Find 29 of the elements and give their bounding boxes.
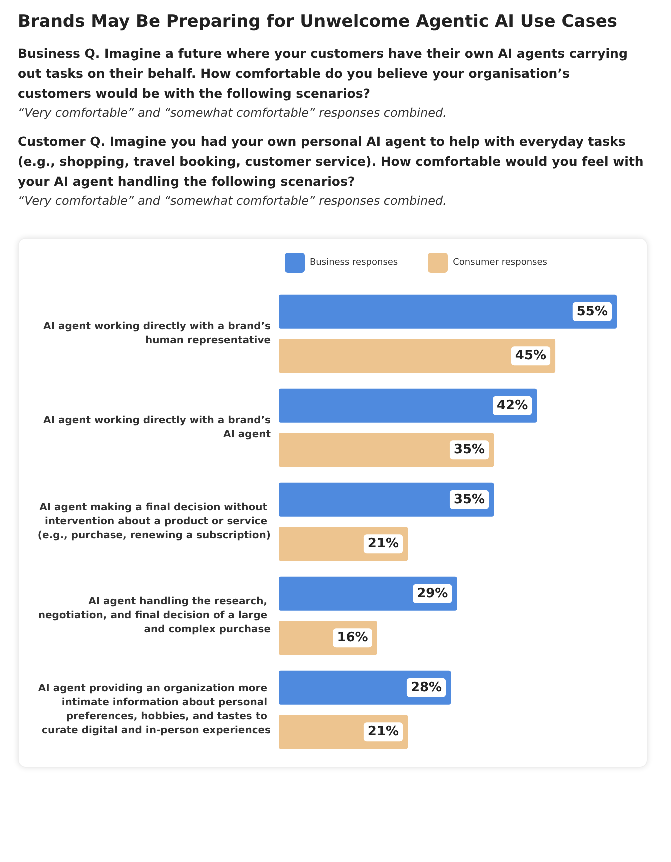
y-tick-label: AI agent providing an organization more intimate information about personal preferences, hobbies, and tastes to curate digital and in-person experiences	[38, 684, 272, 736]
data-label: 16%	[337, 630, 368, 646]
data-label: 28%	[410, 680, 442, 696]
chart-subtitle: Business Q. Imagine a future where your customers have their own AI agents carrying out tasks on their behalf. How comfortable do you believe your organisation’s customers would be with the following scenarios?	[18, 45, 629, 103]
text: “Very comfortable” and “somewhat comfortable” responses combined.	[18, 194, 448, 208]
data-label: 21%	[368, 536, 400, 552]
bar	[279, 433, 494, 468]
y-tick-label: AI agent handling the research, negotiation, and final decision of a large and complex purchase	[38, 596, 272, 636]
data-label: 55%	[576, 304, 608, 320]
legend-label: Consumer responses	[453, 258, 548, 268]
data-label: 45%	[515, 348, 547, 364]
y-tick-label: AI agent working directly with a brand’s human representative	[44, 322, 272, 346]
bar	[279, 294, 617, 329]
text: Customer Q. Imagine you had your own personal AI agent to help with everyday tasks (e.g., shopping, travel booking, customer service). How comfortable would you feel with your AI agent handling the following scenarios?	[18, 133, 645, 191]
data-label: 21%	[368, 724, 400, 740]
bar	[279, 388, 538, 423]
bar	[279, 482, 494, 517]
y-tick-label: AI agent making a final decision without intervention about a product or service (e.g., purchase, renewing a subscription)	[38, 502, 271, 542]
legend-label: Business responses	[310, 258, 398, 268]
data-label: 35%	[454, 492, 486, 508]
chart-title: Brands May Be Preparing for Unwelcome Agentic AI Use Cases	[18, 12, 618, 32]
bar	[279, 670, 452, 705]
data-label: 29%	[417, 586, 448, 602]
bar	[279, 339, 556, 374]
data-label: 35%	[454, 442, 486, 458]
y-tick-label: AI agent working directly with a brand’s AI agent	[44, 416, 272, 440]
text: “Very comfortable” and “somewhat comfortable” responses combined.	[18, 106, 448, 120]
bar	[279, 576, 458, 611]
data-label: 42%	[496, 398, 528, 414]
